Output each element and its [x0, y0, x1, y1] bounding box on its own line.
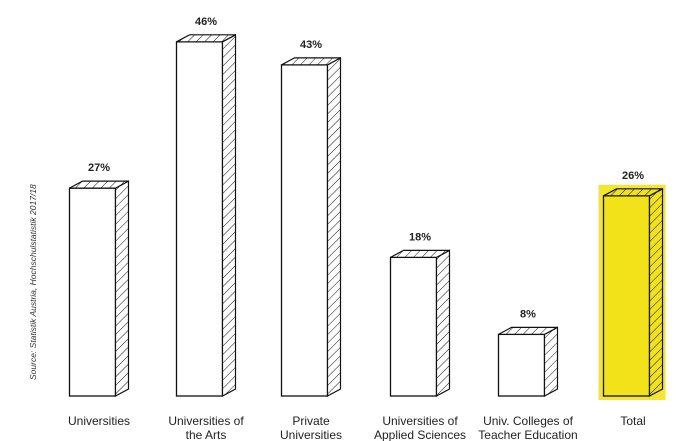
- x-tick-label: Univ. Colleges of Teacher Education: [478, 414, 577, 441]
- bar-group: 46% Universities of the Arts: [168, 16, 244, 441]
- bar-group: 18% Universities of Applied Sciences: [374, 231, 466, 441]
- x-tick-label: Universities of Applied Sciences: [374, 414, 466, 441]
- x-tick-label-line: Teacher Education: [478, 428, 577, 441]
- x-tick-label-line: the Arts: [186, 428, 227, 441]
- x-tick-label-line: Universities of: [382, 414, 458, 428]
- x-tick-label: Total: [620, 414, 645, 428]
- bar: [497, 333, 546, 397]
- bar-top: [498, 326, 558, 335]
- bar-group: 43% Private Universities: [280, 39, 342, 441]
- x-tick-label-line: Total: [620, 414, 645, 428]
- bar-top: [390, 249, 450, 258]
- bar-top: [176, 34, 236, 43]
- bar-group: 27% Universities: [68, 162, 130, 428]
- x-tick-label: Universities: [68, 414, 130, 428]
- bar-top: [69, 180, 129, 189]
- x-tick-label-line: Private: [292, 414, 330, 428]
- data-label: 18%: [409, 231, 431, 243]
- bar: [280, 64, 329, 397]
- data-label: 26%: [622, 170, 644, 182]
- x-tick-label-line: Universities of: [168, 414, 244, 428]
- bar: [175, 41, 224, 397]
- data-label: 43%: [300, 39, 322, 51]
- bar-group: 8% Univ. Colleges of Teacher Education: [478, 308, 577, 441]
- bar-side: [114, 180, 130, 398]
- x-tick-label: Universities of the Arts: [168, 414, 244, 441]
- x-tick-label-line: Universities: [280, 428, 342, 441]
- bar-side: [435, 249, 451, 398]
- bar-group: 26% Total: [598, 170, 666, 428]
- data-label: 27%: [88, 162, 110, 174]
- bar: [602, 195, 651, 397]
- bar: [389, 256, 438, 397]
- bar-side: [543, 326, 559, 398]
- x-tick-label-line: Applied Sciences: [374, 428, 466, 441]
- x-tick-label-line: Univ. Colleges of: [483, 414, 573, 428]
- bar-side: [326, 56, 342, 398]
- x-tick-label: Private Universities: [280, 414, 342, 441]
- bar-top: [281, 57, 341, 66]
- x-tick-label-line: Universities: [68, 414, 130, 428]
- bar-top: [603, 188, 663, 197]
- data-label: 46%: [195, 16, 217, 28]
- source-note: Source: Statistik Austria, Hochschulstat…: [28, 184, 38, 380]
- bar-side: [648, 187, 664, 398]
- data-label: 8%: [520, 308, 536, 320]
- bar-side: [221, 33, 237, 398]
- bar: [68, 187, 117, 397]
